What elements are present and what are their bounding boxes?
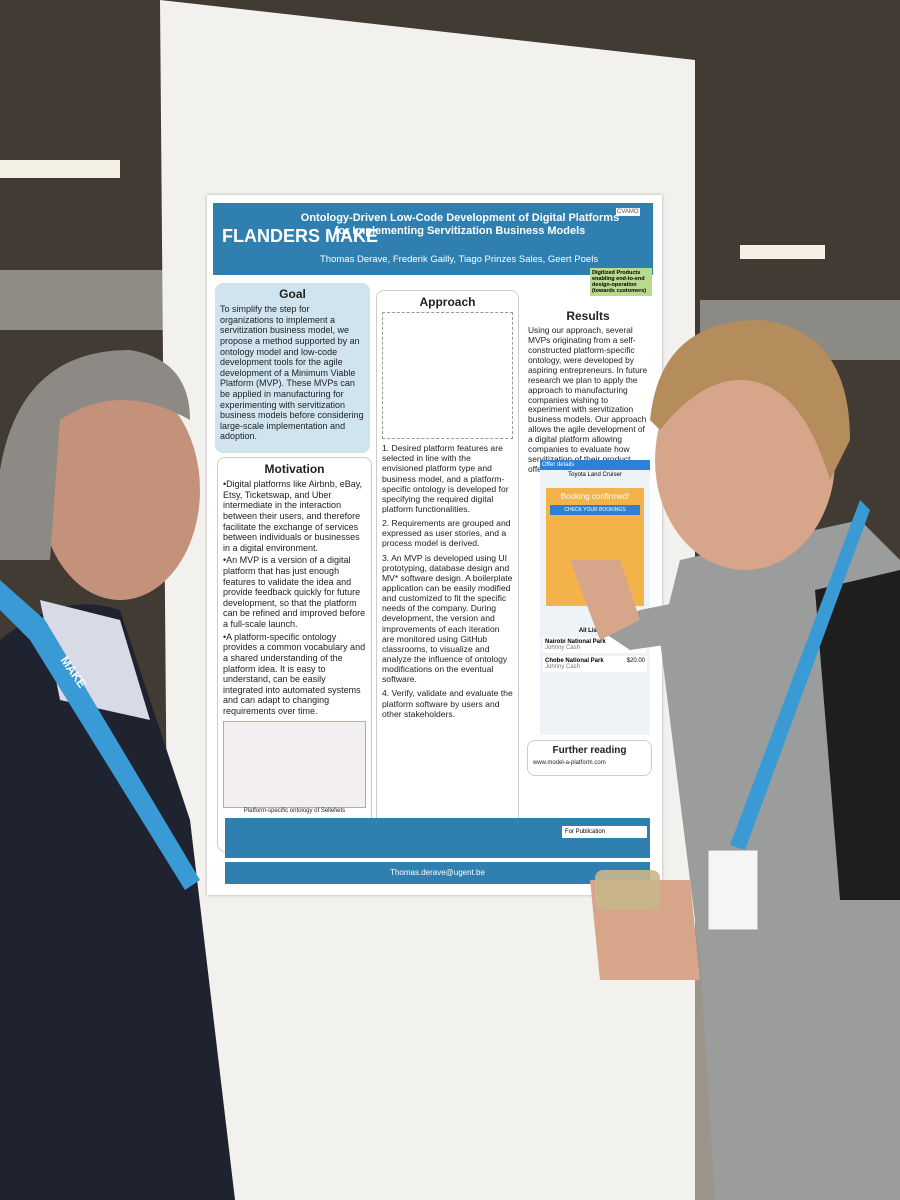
logo: FLANDERS MAKE: [222, 226, 378, 246]
right-arm: [600, 600, 700, 650]
footer-bar: [225, 818, 650, 858]
car: Toyota Land Cruiser: [568, 472, 622, 478]
button[interactable]: CHECK YOUR BOOKINGS: [550, 505, 640, 515]
heading: Further reading: [552, 745, 627, 756]
goal-box: Goal To simplify the step for organizati…: [215, 283, 370, 453]
approach-step: 2. Requirements are grouped and expresse…: [382, 518, 511, 549]
right-hand: [570, 560, 640, 640]
heading: Goal: [279, 287, 306, 301]
approach-step: 3. An MVP is developed using UI prototyp…: [382, 552, 513, 685]
listing-name: Chobe National Park: [545, 658, 604, 664]
listing: Chobe National Park $20.00 Johnny Cash: [543, 656, 647, 672]
approach-step: 4. Verify, validate and evaluate the pla…: [382, 688, 513, 719]
duct: [0, 270, 165, 330]
right-head: [655, 350, 835, 570]
cup: [595, 870, 660, 910]
motivation-item: •An MVP is a version of a digital platfo…: [223, 555, 366, 630]
backpack: [815, 570, 900, 900]
process-diagram: [382, 312, 513, 440]
publication: For Publication: [562, 826, 647, 838]
heading: Results: [566, 309, 610, 323]
name-badge: [707, 849, 759, 931]
tag: CVAMO: [616, 208, 640, 216]
goal-text: To simplify the step for organizations t…: [220, 304, 364, 442]
motivation-list: •Digital platforms like Airbnb, eBay, Et…: [223, 479, 366, 716]
right-lanyard: [730, 500, 870, 850]
results-box: Results Using our approach, several MVPs…: [523, 305, 653, 474]
poster-title: Ontology-Driven Low-Code Development of …: [300, 212, 620, 238]
approach-steps: 1. Desired platform features are selecte…: [382, 443, 513, 719]
results-text: Using our approach, several MVPs origina…: [528, 325, 648, 474]
listings: All Listings: [578, 628, 612, 634]
ontology-diagram: [223, 720, 366, 808]
motivation-box: Motivation •Digital platforms like Airbn…: [217, 457, 372, 852]
motivation-item: •A platform-specific ontology provides a…: [223, 631, 366, 716]
motivation-item: •Digital platforms like Airbnb, eBay, Et…: [223, 479, 363, 553]
listing-price: $20.00: [626, 658, 645, 664]
email: Thomas.derave@ugent.be: [225, 862, 650, 884]
url: www.model-a-platform.com: [533, 759, 606, 766]
light: [0, 160, 120, 178]
caption: Platform-specific ontology of Sellefiets: [243, 807, 346, 814]
listing-owner: Johnny Cash: [545, 664, 581, 670]
left-jacket: [0, 604, 235, 1200]
badge: Digitized Products enabling end-to-end d…: [590, 268, 652, 296]
authors: Thomas Derave, Frederik Gailly, Tiago Pr…: [320, 254, 599, 265]
left-head: [40, 380, 200, 600]
dialog-title: Booking confirmed!: [560, 492, 630, 501]
heading: Approach: [419, 295, 476, 309]
listing-owner: Johnny Cash: [545, 645, 581, 651]
listing-name: Nairobi National Park: [545, 639, 606, 645]
left-lanyard: [0, 580, 200, 890]
left-hair: [0, 350, 190, 560]
light: [740, 245, 825, 259]
approach-box: Approach 1. Desired platform features ar…: [376, 290, 519, 835]
app-header: Offer details: [540, 460, 650, 470]
approach-step: 1. Desired platform features are selecte…: [382, 443, 509, 514]
further-reading: Further reading www.model-a-platform.com: [527, 740, 652, 776]
heading: Motivation: [264, 462, 325, 476]
poster-header: [213, 203, 653, 275]
right-hair: [650, 320, 850, 480]
